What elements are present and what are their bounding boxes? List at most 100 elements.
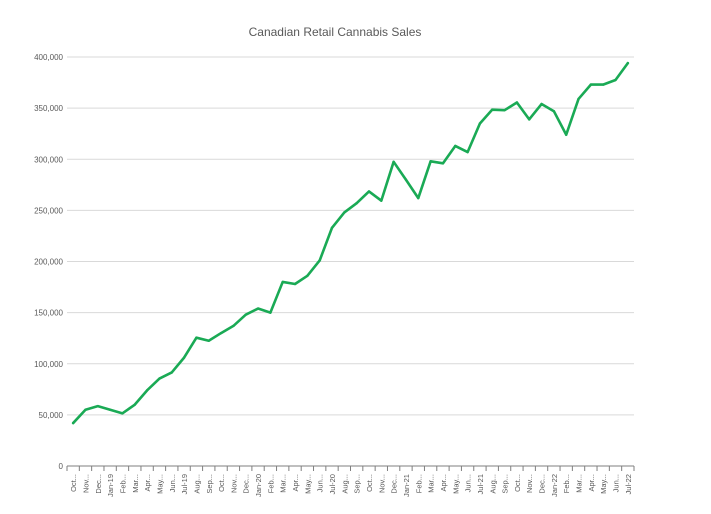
- x-tick-label: Dec...: [242, 474, 251, 494]
- x-tick-label: May...: [303, 474, 312, 494]
- data-point: [330, 226, 334, 229]
- data-point: [429, 160, 432, 163]
- data-point: [108, 408, 112, 411]
- data-point: [306, 274, 309, 278]
- data-point: [589, 83, 593, 86]
- data-point: [380, 199, 383, 202]
- x-tick-label: Nov...: [377, 474, 386, 493]
- x-tick-label: Aug...: [192, 474, 201, 494]
- y-tick-label: 200,000: [34, 258, 63, 267]
- x-tick-label: Feb...: [266, 474, 275, 493]
- x-tick-label: Jan-22: [550, 474, 559, 497]
- y-tick-label: 50,000: [39, 411, 64, 420]
- data-point: [417, 196, 420, 200]
- data-point: [528, 118, 531, 121]
- y-tick-label: 100,000: [34, 360, 63, 369]
- data-point: [84, 408, 87, 411]
- data-point: [293, 282, 297, 286]
- x-tick-label: May...: [599, 474, 608, 494]
- data-point: [219, 331, 223, 335]
- series-line-sales: [71, 61, 630, 425]
- data-point: [491, 108, 494, 111]
- x-tick-label: Nov...: [229, 474, 238, 493]
- x-tick-label: Apr...: [587, 474, 596, 492]
- y-tick-label: 300,000: [34, 155, 63, 164]
- x-tick-label: Nov...: [81, 474, 90, 493]
- x-tick-label: Jan-21: [402, 474, 411, 497]
- data-point: [158, 377, 161, 380]
- data-point: [577, 97, 580, 101]
- x-tick-label: Dec...: [390, 474, 399, 494]
- data-point: [441, 162, 445, 165]
- data-point: [404, 178, 408, 181]
- data-point: [367, 190, 371, 193]
- data-point: [269, 311, 272, 314]
- data-point: [478, 122, 482, 125]
- x-tick-label: Sep...: [501, 474, 510, 494]
- x-tick-label: Jul-20: [328, 474, 337, 494]
- x-tick-label: Apr...: [291, 474, 300, 492]
- data-point: [601, 83, 605, 86]
- x-tick-label: Aug...: [340, 474, 349, 494]
- x-tick-label: Jan-19: [106, 474, 115, 497]
- data-point: [515, 101, 519, 104]
- x-tick-label: Jul-22: [624, 474, 633, 494]
- y-tick-label: 350,000: [34, 104, 63, 113]
- x-tick-label: Apr...: [439, 474, 448, 492]
- data-point: [133, 403, 136, 406]
- data-point: [121, 412, 124, 415]
- x-tick-label: Feb...: [562, 474, 571, 493]
- x-tick-label: Jun...: [168, 474, 177, 492]
- data-point: [232, 324, 235, 328]
- x-tick-label: Oct...: [513, 474, 522, 492]
- x-axis-ticks: Oct... Nov... Dec... Jan-19 Feb... Mar... Apr.…: [66, 466, 635, 497]
- data-point: [71, 421, 75, 425]
- data-point: [281, 280, 284, 284]
- x-tick-label: Jun...: [316, 474, 325, 492]
- x-tick-label: Oct...: [365, 474, 374, 492]
- data-point: [207, 339, 210, 342]
- data-point: [318, 259, 321, 262]
- x-tick-label: Jul-19: [180, 474, 189, 494]
- data-point: [540, 102, 543, 106]
- x-tick-label: Jun...: [612, 474, 621, 492]
- data-point: [96, 404, 100, 408]
- x-tick-label: Jul-21: [476, 474, 485, 494]
- x-tick-label: Nov...: [525, 474, 534, 493]
- data-point: [466, 150, 469, 154]
- data-point: [244, 313, 247, 316]
- x-tick-label: Feb...: [414, 474, 423, 493]
- x-tick-label: Sep...: [205, 474, 214, 494]
- y-tick-label: 150,000: [34, 309, 63, 318]
- x-tick-label: Mar...: [279, 474, 288, 493]
- x-tick-label: Aug...: [488, 474, 497, 494]
- data-point: [614, 78, 617, 82]
- chart-title: Canadian Retail Cannabis Sales: [249, 25, 422, 39]
- x-tick-label: Oct...: [69, 474, 78, 492]
- data-point: [170, 371, 173, 374]
- y-tick-label: 0: [59, 462, 64, 471]
- data-point: [343, 211, 346, 214]
- x-tick-label: Jan-20: [254, 474, 263, 497]
- x-tick-label: Mar...: [575, 474, 584, 493]
- x-tick-label: Jun...: [464, 474, 473, 492]
- x-tick-label: Dec...: [94, 474, 103, 494]
- series-layer: [71, 61, 630, 425]
- gridlines: [67, 56, 634, 416]
- x-tick-label: Mar...: [131, 474, 140, 493]
- y-tick-label: 250,000: [34, 206, 63, 215]
- x-tick-label: Mar...: [427, 474, 436, 493]
- data-point: [552, 109, 556, 113]
- x-tick-label: May...: [155, 474, 164, 494]
- y-tick-label: 400,000: [34, 53, 63, 62]
- x-tick-label: Dec...: [538, 474, 547, 494]
- data-point: [454, 144, 457, 148]
- data-point: [392, 160, 395, 164]
- x-tick-label: May...: [451, 474, 460, 494]
- x-tick-label: Feb...: [118, 474, 127, 493]
- x-tick-label: Oct...: [217, 474, 226, 492]
- data-point: [256, 307, 260, 310]
- data-point: [182, 356, 186, 359]
- x-tick-label: Apr...: [143, 474, 152, 492]
